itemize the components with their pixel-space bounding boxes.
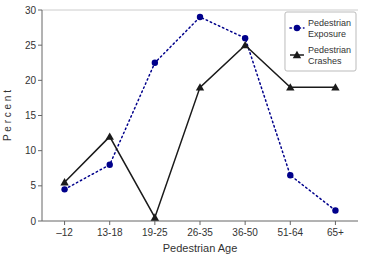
legend-marker bbox=[293, 51, 301, 58]
y-tick-label: 25 bbox=[25, 40, 37, 51]
x-tick bbox=[109, 221, 110, 225]
x-tick bbox=[290, 221, 291, 225]
point bbox=[61, 186, 67, 192]
y-tick-label: 15 bbox=[25, 110, 37, 121]
legend-marker bbox=[294, 25, 300, 31]
axes: 0 5 10 15 20 25 30 ‒12 13-18 19-25 26-35 36-50 51-64… bbox=[25, 5, 358, 239]
legend-label: PedestrianExposure bbox=[308, 18, 351, 39]
point bbox=[287, 172, 293, 178]
point bbox=[197, 14, 203, 20]
x-tick bbox=[335, 221, 336, 225]
x-tick-label: 51-64 bbox=[277, 227, 303, 238]
plot-area bbox=[42, 10, 358, 221]
y-axis-label: P e r c e n t bbox=[2, 90, 13, 141]
x-tick-label: 65+ bbox=[327, 227, 344, 238]
y-tick bbox=[38, 80, 42, 81]
y-tick bbox=[38, 45, 42, 46]
point bbox=[332, 207, 338, 213]
y-tick-label: 0 bbox=[30, 216, 36, 227]
x-tick bbox=[245, 221, 246, 225]
y-tick bbox=[38, 221, 42, 222]
chart: 0 5 10 15 20 25 30 ‒12 13-18 19-25 26-35 36-50 51-64… bbox=[0, 0, 368, 257]
y-tick-label: 20 bbox=[25, 75, 37, 86]
x-tick-label: 26-35 bbox=[187, 227, 213, 238]
point bbox=[286, 83, 294, 90]
x-tick bbox=[154, 221, 155, 225]
point bbox=[60, 178, 68, 185]
point bbox=[106, 132, 114, 139]
x-tick-label: 36-50 bbox=[232, 227, 258, 238]
x-tick-label: 19-25 bbox=[142, 227, 168, 238]
point bbox=[241, 41, 249, 48]
y-tick bbox=[38, 185, 42, 186]
y-tick-label: 30 bbox=[25, 5, 37, 16]
y-tick-label: 10 bbox=[25, 145, 37, 156]
point bbox=[151, 213, 159, 220]
x-tick bbox=[64, 221, 65, 225]
y-tick-label: 5 bbox=[30, 180, 36, 191]
point bbox=[331, 83, 339, 90]
y-tick bbox=[38, 115, 42, 116]
legend-box bbox=[285, 12, 356, 71]
x-axis-label: Pedestrian Age bbox=[163, 242, 238, 254]
y-tick bbox=[38, 10, 42, 11]
plot-frame-top bbox=[42, 10, 358, 11]
y-tick bbox=[38, 150, 42, 151]
legend-label: PedestrianCrashes bbox=[308, 45, 351, 66]
x-tick-label: 13-18 bbox=[97, 227, 123, 238]
point bbox=[107, 162, 113, 168]
x-tick bbox=[200, 221, 201, 225]
x-tick-label: ‒12 bbox=[56, 227, 73, 238]
point bbox=[152, 60, 158, 66]
point bbox=[196, 83, 204, 90]
point bbox=[242, 35, 248, 41]
legend: PedestrianExposure PedestrianCrashes bbox=[285, 12, 356, 71]
